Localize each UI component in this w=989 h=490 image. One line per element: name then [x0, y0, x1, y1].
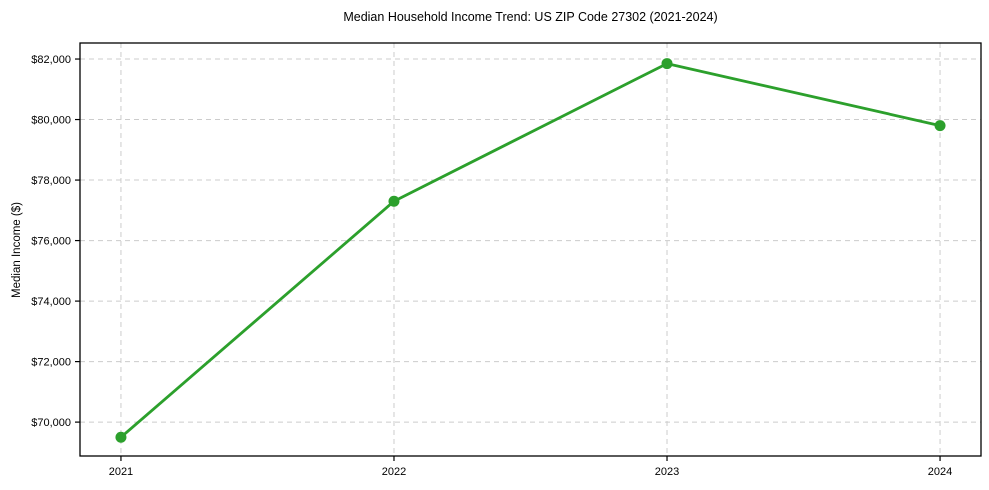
y-tick-label: $78,000	[31, 175, 71, 187]
y-tick-label: $76,000	[31, 235, 71, 247]
x-tick-label: 2024	[928, 466, 952, 478]
chart-title: Median Household Income Trend: US ZIP Co…	[343, 10, 718, 24]
y-tick-label: $74,000	[31, 296, 71, 308]
data-point-marker	[388, 195, 400, 207]
y-tick-label: $82,000	[31, 54, 71, 66]
x-tick-label: 2023	[655, 466, 679, 478]
data-point-marker	[661, 58, 673, 70]
x-tick-label: 2022	[382, 466, 406, 478]
data-point-marker	[934, 120, 946, 132]
y-tick-label: $72,000	[31, 356, 71, 368]
y-tick-label: $80,000	[31, 114, 71, 126]
data-point-marker	[115, 431, 127, 443]
y-tick-label: $70,000	[31, 417, 71, 429]
income-trend-line	[119, 62, 942, 439]
axes-spines	[79, 42, 982, 457]
x-tick-label: 2021	[109, 466, 133, 478]
